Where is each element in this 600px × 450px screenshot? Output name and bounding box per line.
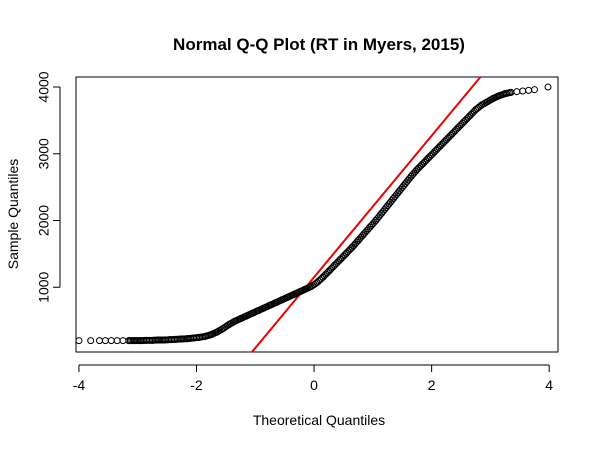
y-axis-tick-label: 4000 [36, 71, 52, 102]
y-axis-tick-label: 1000 [36, 271, 52, 302]
x-axis-label: Theoretical Quantiles [253, 412, 385, 428]
qq-point [96, 337, 104, 345]
qq-point [113, 337, 121, 345]
qq-point [87, 337, 95, 345]
qq-point [107, 337, 115, 345]
x-axis-tick-label: -2 [190, 377, 203, 393]
x-axis-tick-label: 4 [545, 377, 553, 393]
qq-point [525, 86, 533, 94]
reference-line [251, 76, 482, 353]
x-axis-tick-label: 2 [428, 377, 436, 393]
qq-points-layer [75, 83, 552, 345]
qq-point [75, 337, 83, 345]
plot-frame [75, 76, 559, 353]
qq-point [544, 83, 552, 91]
qq-point [513, 88, 521, 96]
qq-point [119, 337, 127, 345]
y-axis: 1000 2000 3000 4000 [36, 71, 61, 303]
x-axis-tick-label: -4 [73, 377, 86, 393]
chart-title: Normal Q-Q Plot (RT in Myers, 2015) [173, 35, 465, 54]
y-axis-tick-label: 3000 [36, 138, 52, 169]
qq-point [530, 86, 538, 94]
y-axis-label: Sample Quantiles [5, 159, 21, 270]
qq-point [101, 337, 109, 345]
reference-line-layer [251, 76, 482, 353]
y-axis-tick-label: 2000 [36, 205, 52, 236]
qq-point [507, 88, 515, 96]
qq-point [519, 87, 527, 95]
x-axis: -4 -2 0 2 4 [73, 364, 553, 393]
x-axis-tick-label: 0 [310, 377, 318, 393]
